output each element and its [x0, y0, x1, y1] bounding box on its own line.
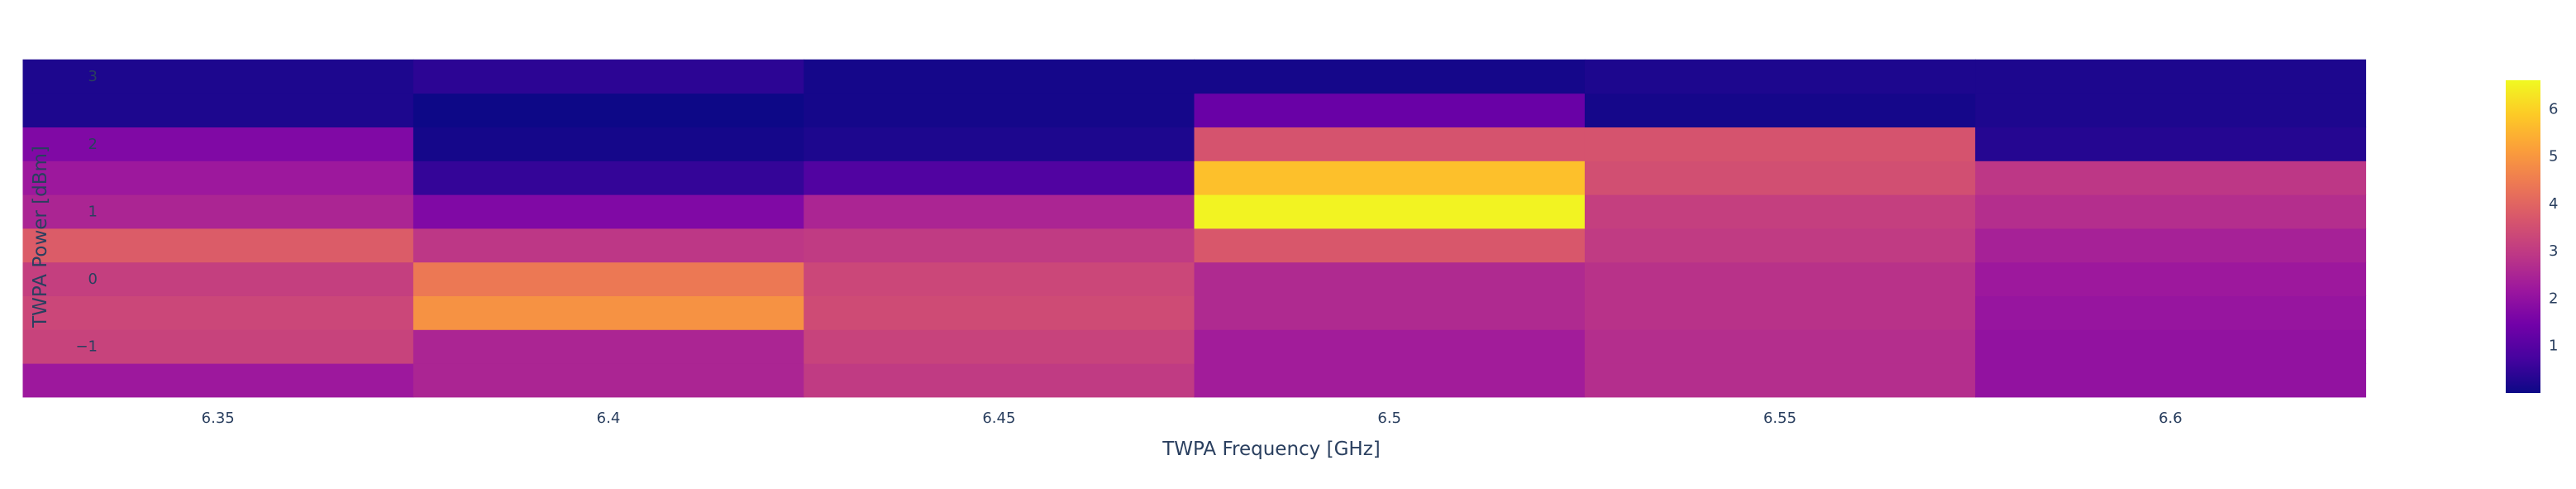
heatmap-cell	[1584, 127, 1976, 161]
heatmap-cell	[1975, 93, 2367, 127]
heatmap-cell	[1975, 228, 2367, 263]
heatmap-cell	[1975, 295, 2367, 330]
heatmap-cell	[22, 194, 414, 229]
heatmap-cell	[1194, 93, 1586, 127]
heatmap-cell	[22, 127, 414, 161]
colorbar-tick-label: 4	[2549, 195, 2558, 213]
heatmap-cell	[1584, 261, 1976, 296]
colorbar	[2506, 80, 2540, 393]
heatmap-cell	[1194, 363, 1586, 398]
heatmap-cell	[1194, 329, 1586, 364]
x-axis-title: TWPA Frequency [GHz]	[1162, 439, 1381, 460]
y-tick-label: −1	[75, 338, 98, 356]
heatmap-cell	[1584, 363, 1976, 398]
heatmap-cell	[1194, 59, 1586, 94]
heatmap-cell	[1975, 127, 2367, 161]
heatmap-cell	[1194, 161, 1586, 195]
heatmap-cell	[1584, 295, 1976, 330]
heatmap-cell	[1584, 93, 1976, 127]
heatmap-cell	[804, 228, 1195, 263]
heatmap-cell	[1584, 228, 1976, 263]
heatmap-cell	[413, 261, 804, 296]
heatmap-cell	[22, 161, 414, 195]
heatmap-cell	[804, 363, 1195, 398]
heatmap-cell	[413, 93, 804, 127]
heatmap-cell	[1975, 261, 2367, 296]
heatmap-cell	[22, 93, 414, 127]
x-tick-label: 6.45	[982, 410, 1015, 427]
y-tick-label: 0	[88, 271, 98, 288]
x-tick-label: 6.55	[1763, 410, 1796, 427]
heatmap-cell	[804, 127, 1195, 161]
heatmap-cell	[413, 295, 804, 330]
heatmap-cell	[413, 194, 804, 229]
heatmap-cell	[22, 59, 414, 94]
x-tick-label: 6.5	[1377, 410, 1401, 427]
colorbar-ticks: 1 2 3 4 5 6	[2549, 100, 2558, 354]
x-tick-label: 6.4	[597, 410, 621, 427]
heatmap-cell	[22, 329, 414, 364]
heatmap-cell	[1975, 194, 2367, 229]
y-tick-label: 1	[88, 203, 98, 220]
heatmap-cell	[804, 93, 1195, 127]
y-axis-ticks: −1 0 1 2 3	[75, 68, 98, 355]
heatmap-cell	[1975, 329, 2367, 364]
heatmap-cell	[413, 161, 804, 195]
colorbar-tick-label: 1	[2549, 338, 2558, 355]
heatmap-cell	[1194, 261, 1586, 296]
colorbar-tick-label: 6	[2549, 100, 2558, 117]
heatmap-cells	[22, 59, 2367, 398]
colorbar-tick-label: 3	[2549, 242, 2558, 260]
heatmap-cell	[413, 329, 804, 364]
heatmap-cell	[1584, 194, 1976, 229]
heatmap-cell	[1194, 194, 1586, 229]
heatmap-cell	[22, 228, 414, 263]
x-axis-ticks: 6.35 6.4 6.45 6.5 6.55 6.6	[202, 410, 2182, 427]
heatmap-cell	[1584, 161, 1976, 195]
y-tick-label: 3	[88, 68, 98, 85]
heatmap-cell	[804, 295, 1195, 330]
heatmap-cell	[804, 329, 1195, 364]
heatmap-cell	[1975, 59, 2367, 94]
colorbar-tick-label: 2	[2549, 290, 2558, 308]
heatmap-cell	[1194, 295, 1586, 330]
heatmap-cell	[413, 363, 804, 398]
x-tick-label: 6.35	[202, 410, 235, 427]
y-axis-title: TWPA Power [dBm]	[30, 146, 51, 328]
heatmap-cell	[1194, 127, 1586, 161]
heatmap-cell	[413, 228, 804, 263]
heatmap-cell	[413, 127, 804, 161]
heatmap-cell	[1975, 363, 2367, 398]
heatmap-cell	[804, 59, 1195, 94]
heatmap-cell	[804, 161, 1195, 195]
heatmap-cell	[804, 261, 1195, 296]
heatmap-cell	[1975, 161, 2367, 195]
heatmap-cell	[413, 59, 804, 94]
colorbar-tick-label: 5	[2549, 148, 2558, 165]
y-tick-label: 2	[88, 136, 98, 153]
x-tick-label: 6.6	[2159, 410, 2182, 427]
heatmap-cell	[1584, 329, 1976, 364]
heatmap-cell	[804, 194, 1195, 229]
heatmap-cell	[1584, 59, 1976, 94]
heatmap-cell	[22, 261, 414, 296]
heatmap-cell	[22, 363, 414, 398]
heatmap-cell	[1194, 228, 1586, 263]
heatmap-cell	[22, 295, 414, 330]
